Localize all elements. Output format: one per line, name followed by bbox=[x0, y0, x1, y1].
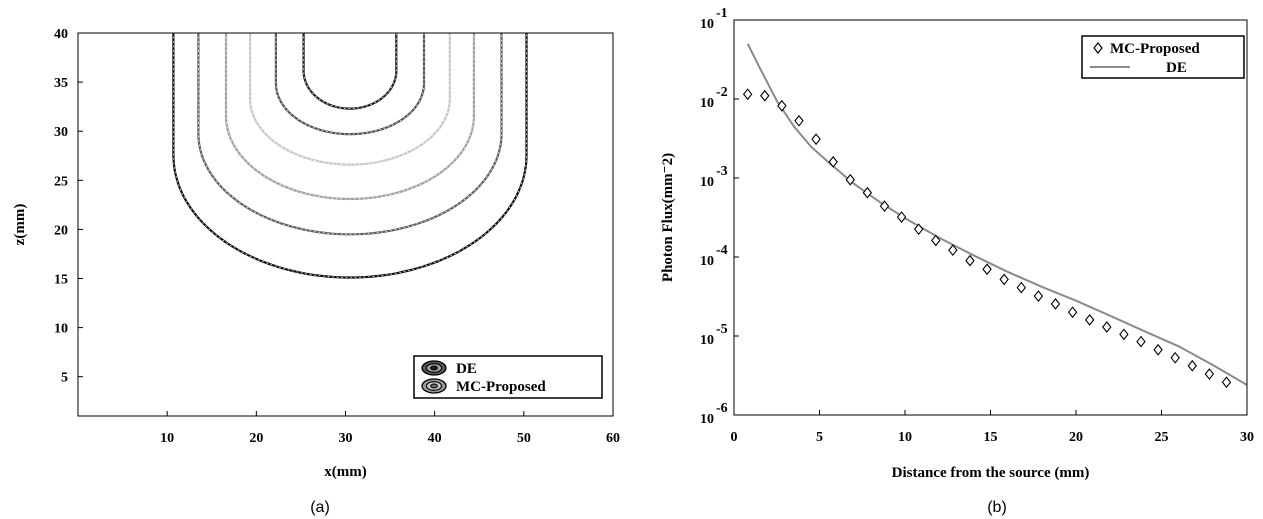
x-tick-label-b: 10 bbox=[898, 430, 912, 445]
y-tick-label-a: 40 bbox=[54, 27, 68, 42]
y-tick-label-a: 25 bbox=[54, 174, 68, 189]
y-tick-label-b: 10 bbox=[700, 175, 714, 190]
x-tick-label-a: 30 bbox=[339, 431, 353, 446]
x-tick-label-a: 50 bbox=[517, 431, 531, 446]
contour-mc-5 bbox=[173, 33, 527, 278]
contour-mc-1 bbox=[275, 33, 425, 135]
y-tick-exponent-b: -5 bbox=[716, 322, 728, 337]
y-tick-label-b: 10 bbox=[700, 17, 714, 32]
contour-lines bbox=[172, 33, 528, 279]
y-axis-label-b: Photon Flux(mm⁻2) bbox=[660, 153, 676, 282]
x-tick-label-a: 40 bbox=[428, 431, 442, 446]
legend-label-mc: MC-Proposed bbox=[456, 379, 546, 395]
x-tick-label-a: 60 bbox=[606, 431, 620, 446]
legend-icon-mc bbox=[421, 378, 447, 394]
contour-de-2 bbox=[249, 33, 451, 166]
y-tick-label-a: 5 bbox=[61, 371, 68, 386]
plot-area-b bbox=[733, 19, 1248, 416]
contour-de-0 bbox=[302, 33, 398, 110]
legend-label-mc-b: MC-Proposed bbox=[1110, 41, 1200, 57]
contour-mc-2 bbox=[249, 33, 451, 165]
mc-point bbox=[1221, 376, 1232, 389]
mc-point bbox=[1187, 359, 1197, 372]
y-tick-label-a: 15 bbox=[54, 273, 68, 288]
y-tick-label-b: 10 bbox=[700, 412, 714, 427]
mc-point bbox=[794, 114, 804, 127]
x-tick-label-b: 5 bbox=[816, 430, 823, 445]
y-tick-label-a: 20 bbox=[54, 223, 68, 238]
contour-de-4 bbox=[197, 33, 503, 236]
y-tick-label-a: 30 bbox=[54, 125, 68, 140]
mc-point bbox=[1170, 351, 1180, 364]
x-axis-label-a: x(mm) bbox=[324, 464, 366, 480]
legend-box-a bbox=[413, 355, 603, 399]
legend-box-b bbox=[1081, 35, 1245, 79]
mc-point bbox=[1136, 335, 1146, 348]
contour-de-3 bbox=[224, 33, 475, 201]
mc-point bbox=[948, 244, 958, 257]
panel-label-a: (a) bbox=[310, 499, 330, 516]
mc-point bbox=[828, 155, 838, 168]
y-tick-label-a: 35 bbox=[54, 76, 68, 91]
mc-point bbox=[879, 200, 890, 213]
mc-point bbox=[760, 89, 770, 102]
mc-point bbox=[1033, 290, 1044, 302]
y-tick-label-b: 10 bbox=[700, 333, 714, 348]
mc-point bbox=[777, 99, 787, 112]
mc-point bbox=[1204, 368, 1215, 380]
x-tick-label-b: 20 bbox=[1069, 430, 1083, 445]
x-tick-label-b: 0 bbox=[731, 430, 738, 445]
mc-point bbox=[845, 173, 855, 186]
mc-point bbox=[1119, 328, 1129, 341]
contour-mc-3 bbox=[225, 33, 475, 200]
mc-point bbox=[1050, 298, 1061, 310]
legend-label-de: DE bbox=[456, 361, 477, 377]
mc-point bbox=[862, 186, 873, 199]
x-axis-label-b: Distance from the source (mm) bbox=[892, 465, 1090, 481]
x-tick-label-a: 10 bbox=[160, 431, 174, 446]
y-tick-exponent-b: -6 bbox=[716, 401, 728, 416]
series-points-mc bbox=[742, 88, 1232, 389]
y-tick-exponent-b: -2 bbox=[716, 85, 728, 100]
legend-marker-mc bbox=[1093, 42, 1103, 54]
legend-icon-de bbox=[421, 360, 447, 376]
y-axis-label-a: z(mm) bbox=[12, 204, 28, 246]
mc-point bbox=[913, 223, 924, 236]
x-tick-label-a: 20 bbox=[249, 431, 263, 446]
mc-point bbox=[742, 88, 753, 101]
y-tick-exponent-b: -4 bbox=[716, 243, 728, 258]
y-tick-label-b: 10 bbox=[700, 96, 714, 111]
mc-point bbox=[1153, 343, 1163, 356]
y-tick-exponent-b: -3 bbox=[716, 164, 728, 179]
mc-point bbox=[1016, 281, 1026, 294]
contour-mc-4 bbox=[198, 33, 502, 235]
mc-point bbox=[896, 211, 907, 223]
mc-point bbox=[1084, 313, 1095, 326]
mc-point bbox=[1067, 306, 1078, 319]
mc-point bbox=[931, 234, 941, 247]
mc-point bbox=[811, 133, 821, 146]
panel-label-b: (b) bbox=[987, 499, 1007, 516]
x-tick-label-b: 30 bbox=[1240, 430, 1254, 445]
mc-point bbox=[999, 273, 1009, 286]
legend-b: MC-Proposed DE bbox=[1081, 35, 1245, 79]
ticks-a: 10 20 30 40 50 60 5 10 15 20 25 30 35 40 bbox=[54, 27, 620, 446]
mc-point bbox=[982, 263, 992, 276]
x-tick-label-b: 25 bbox=[1155, 430, 1169, 445]
legend-a: DE MC-Proposed bbox=[413, 355, 603, 399]
contour-mc-0 bbox=[303, 33, 397, 109]
contour-de-1 bbox=[274, 33, 426, 136]
x-tick-label-b: 15 bbox=[984, 430, 998, 445]
legend-label-de-b: DE bbox=[1166, 60, 1187, 76]
mc-point bbox=[965, 254, 975, 267]
series-line-de bbox=[746, 43, 1248, 386]
y-tick-label-b: 10 bbox=[700, 254, 714, 269]
y-tick-label-a: 10 bbox=[54, 322, 68, 337]
y-tick-exponent-b: -1 bbox=[716, 6, 728, 21]
mc-point bbox=[1102, 321, 1112, 333]
